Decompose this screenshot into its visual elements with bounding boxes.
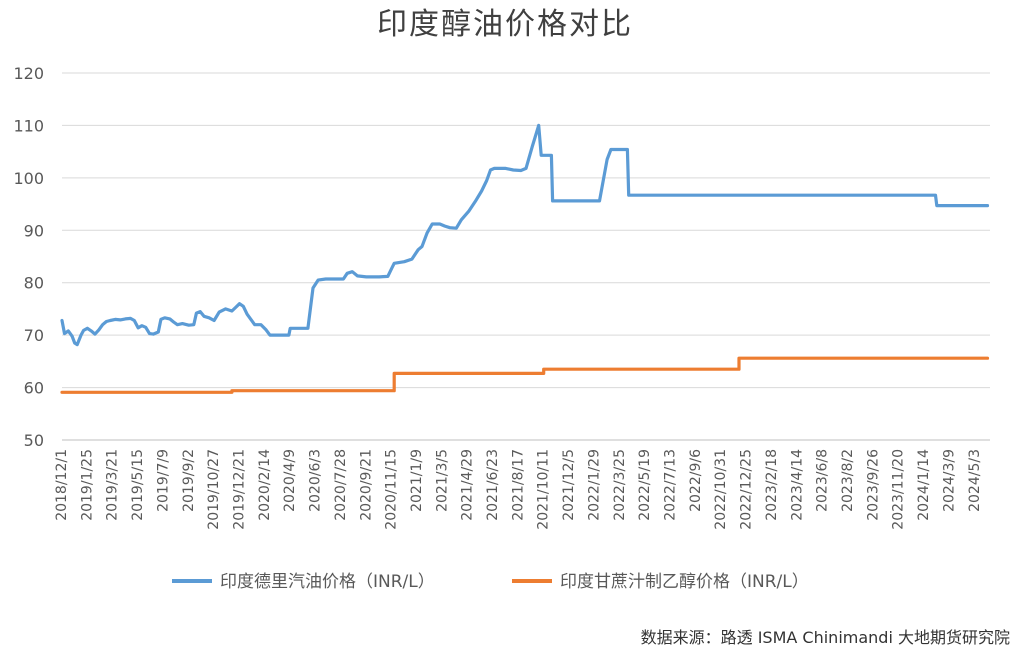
x-tick-label: 2020/9/21 — [358, 449, 374, 521]
y-tick-label: 110 — [13, 116, 44, 135]
x-tick-label: 2020/4/9 — [282, 449, 298, 512]
y-tick-label: 70 — [24, 326, 44, 345]
x-tick-label: 2019/9/2 — [181, 449, 197, 512]
x-tick-label: 2019/1/25 — [79, 449, 95, 521]
x-tick-label: 2023/11/20 — [891, 449, 907, 530]
series-line-ethanol — [60, 356, 990, 394]
x-tick-label: 2019/3/21 — [105, 449, 121, 521]
x-tick-label: 2022/10/31 — [713, 449, 729, 530]
x-tick-label: 2022/1/29 — [586, 449, 602, 521]
legend-label-ethanol: 印度甘蔗汁制乙醇价格（INR/L） — [560, 572, 809, 592]
gridlines — [62, 72, 990, 441]
x-tick-label: 2022/3/25 — [612, 449, 628, 521]
x-tick-label: 2019/7/9 — [155, 449, 171, 512]
y-tick-label: 50 — [24, 431, 44, 450]
series-group — [60, 123, 990, 394]
x-tick-label: 2019/5/15 — [130, 449, 146, 521]
x-tick-label: 2022/5/19 — [637, 449, 653, 521]
x-tick-label: 2021/10/11 — [536, 449, 552, 530]
legend: 印度德里汽油价格（INR/L） 印度甘蔗汁制乙醇价格（INR/L） — [172, 572, 809, 592]
y-tick-label: 90 — [24, 221, 44, 240]
x-tick-label: 2019/12/21 — [231, 449, 247, 530]
y-tick-label: 100 — [13, 169, 44, 188]
x-tick-label: 2022/7/13 — [663, 449, 679, 521]
x-tick-label: 2021/1/9 — [409, 449, 425, 512]
x-tick-label: 2024/1/14 — [916, 449, 932, 521]
x-tick-label: 2023/2/18 — [764, 449, 780, 521]
x-tick-label: 2021/4/29 — [460, 449, 476, 521]
x-tick-label: 2022/12/25 — [739, 449, 755, 530]
y-tick-label: 60 — [24, 379, 44, 398]
source-note: 数据来源：路透 ISMA Chinimandi 大地期货研究院 — [641, 628, 1010, 647]
x-tick-label: 2021/8/17 — [510, 449, 526, 521]
series-line-petrol — [60, 123, 990, 347]
x-tick-label: 2019/10/27 — [206, 449, 222, 530]
chart-title: 印度醇油价格对比 — [377, 7, 633, 42]
x-tick-label: 2023/4/14 — [789, 449, 805, 521]
x-axis-ticks: 2018/12/1 2019/1/25 2019/3/21 2019/5/15 2019… — [54, 449, 983, 530]
y-tick-label: 120 — [13, 64, 44, 83]
x-tick-label: 2021/12/5 — [561, 449, 577, 521]
x-tick-label: 2020/11/15 — [384, 449, 400, 530]
x-tick-label: 2021/3/5 — [434, 449, 450, 512]
x-tick-label: 2021/6/23 — [485, 449, 501, 521]
x-tick-label: 2023/6/8 — [815, 449, 831, 512]
x-tick-label: 2023/8/2 — [840, 449, 856, 512]
x-tick-label: 2023/9/26 — [865, 449, 881, 521]
y-tick-label: 80 — [24, 274, 44, 293]
x-tick-label: 2020/7/28 — [333, 449, 349, 521]
x-tick-label: 2020/2/14 — [257, 449, 273, 521]
x-tick-label: 2024/5/3 — [967, 449, 983, 512]
y-axis-ticks: 50 60 70 80 90 100 110 120 — [13, 64, 44, 450]
x-tick-label: 2020/6/3 — [308, 449, 324, 512]
x-tick-label: 2022/9/6 — [688, 449, 704, 512]
x-tick-label: 2018/12/1 — [54, 449, 70, 521]
legend-label-petrol: 印度德里汽油价格（INR/L） — [220, 572, 435, 592]
x-tick-label: 2024/3/9 — [941, 449, 957, 512]
